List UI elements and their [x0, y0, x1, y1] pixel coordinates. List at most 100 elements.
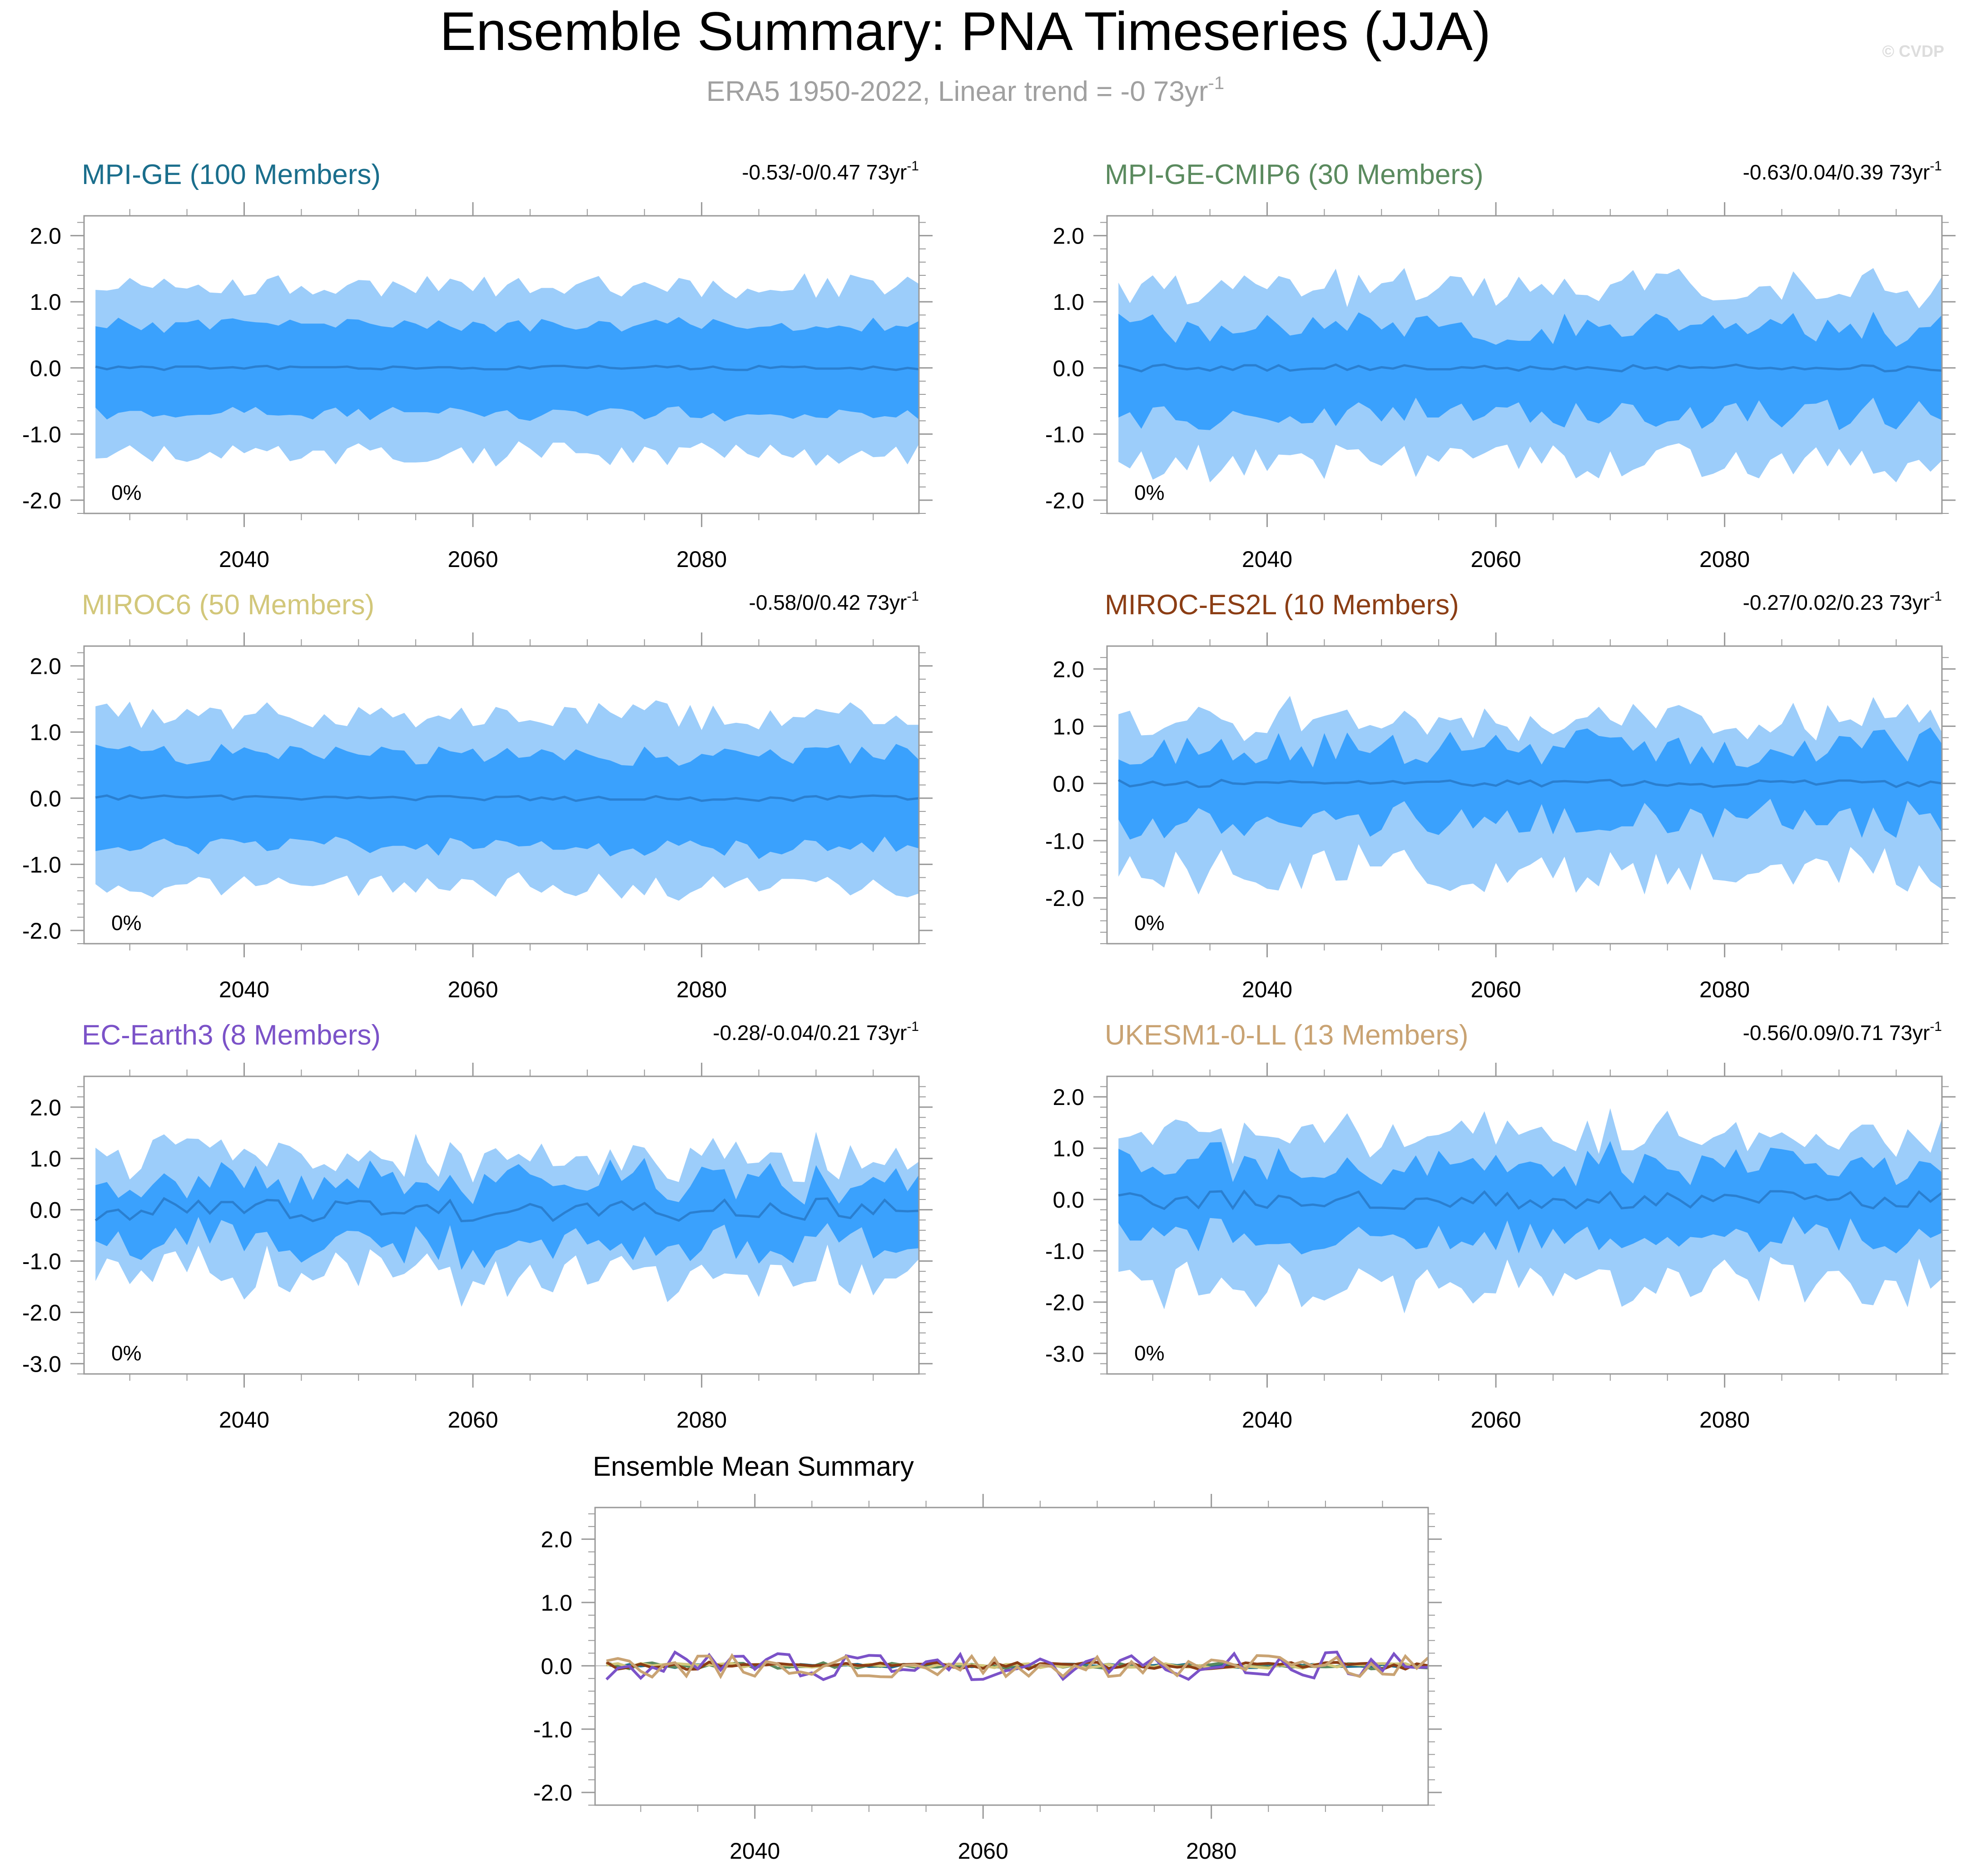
panel-mpi-ge: MPI-GE (100 Members) -0.53/-0/0.47 73yr-1…	[22, 159, 933, 572]
plot-content	[1118, 268, 1942, 483]
figure-subtitle-main: ERA5 1950-2022, Linear trend = -0 73yr	[706, 76, 1208, 107]
y-tick-label: -2.0	[1045, 886, 1084, 911]
x-tick-label: 2080	[1699, 1407, 1750, 1433]
y-tick-label: 2.0	[1053, 1085, 1084, 1110]
plot-frame	[83, 645, 920, 945]
y-tick-label: -1.0	[1045, 1239, 1084, 1264]
figure-title: Ensemble Summary: PNA Timeseries (JJA)	[440, 1, 1491, 62]
y-tick-label: 2.0	[30, 1095, 61, 1120]
x-tick-label: 2080	[676, 977, 727, 1002]
trend-label-sup: -1	[1930, 159, 1942, 174]
median-line	[95, 794, 919, 802]
x-tick-label: 2060	[447, 1407, 498, 1433]
trend-label-sup: -1	[907, 159, 919, 174]
panel-ensemble-mean: Ensemble Mean Summary -2.0 -1.0 0.0 1.0 2.0 20…	[533, 1451, 1442, 1864]
x-tick-label: 2080	[676, 1407, 727, 1433]
inner-percentile-band	[1118, 1141, 1942, 1254]
x-tick-label: 2060	[1470, 977, 1521, 1002]
plot-frame	[1106, 645, 1943, 945]
x-tick-label: 2040	[1242, 1407, 1292, 1433]
x-tick-label: 2060	[1470, 1407, 1521, 1433]
trend-label: -0.28/-0.04/0.21 73yr-1	[713, 1019, 919, 1045]
panels: MPI-GE (100 Members) -0.53/-0/0.47 73yr-1…	[22, 159, 1956, 1864]
plot-frame	[1106, 1075, 1943, 1375]
x-tick-label: 2060	[447, 547, 498, 572]
plot-content	[595, 1650, 1428, 1682]
y-tick-label: -1.0	[1045, 828, 1084, 854]
x-tick-label: 2080	[676, 547, 727, 572]
y-tick-label: -2.0	[1045, 488, 1084, 513]
median-line	[95, 364, 919, 371]
y-tick-label: 1.0	[1053, 289, 1084, 315]
panel-ukesm1-0-ll: UKESM1-0-LL (13 Members) -0.56/0.09/0.71 …	[1045, 1019, 1956, 1433]
median-line	[1118, 1189, 1942, 1210]
plot-content	[1118, 1108, 1942, 1314]
y-tick-label: -1.0	[1045, 422, 1084, 447]
y-tick-label: 1.0	[30, 1146, 61, 1172]
y-tick-label: 1.0	[30, 720, 61, 745]
plot-content	[95, 273, 919, 467]
plot-content	[1117, 696, 1942, 895]
y-tick-label: -1.0	[22, 852, 61, 877]
x-tick-label: 2060	[1470, 547, 1521, 572]
panel-ec-earth3: EC-Earth3 (8 Members) -0.28/-0.04/0.21 73…	[22, 1019, 933, 1433]
trend-label-main: -0.63/0.04/0.39 73yr	[1743, 160, 1930, 184]
trend-label-main: -0.27/0.02/0.23 73yr	[1743, 591, 1930, 614]
trend-label-sup: -1	[1930, 589, 1942, 604]
series-line-ec-earth3	[605, 1650, 1428, 1682]
y-tick-label: 1.0	[541, 1590, 572, 1616]
y-tick-label: 1.0	[30, 289, 61, 315]
panel-title: EC-Earth3 (8 Members)	[82, 1020, 381, 1051]
x-tick-label: 2040	[1242, 547, 1292, 572]
panel-title: MIROC-ES2L (10 Members)	[1105, 589, 1459, 621]
y-tick-label: 2.0	[1053, 224, 1084, 249]
trend-label-main: -0.53/-0/0.47 73yr	[742, 160, 907, 184]
trend-label-sup: -1	[907, 589, 919, 604]
y-tick-label: -3.0	[22, 1351, 61, 1377]
panel-miroc-es2l: MIROC-ES2L (10 Members) -0.27/0.02/0.23 7…	[1045, 589, 1956, 1002]
x-tick-label: 2080	[1699, 547, 1750, 572]
median-line	[94, 1197, 919, 1223]
median-line	[1117, 779, 1942, 788]
percent-label: 0%	[111, 911, 141, 935]
trend-label-main: -0.58/0/0.42 73yr	[749, 591, 907, 614]
y-tick-label: -1.0	[22, 1249, 61, 1274]
panel-title: MPI-GE-CMIP6 (30 Members)	[1105, 159, 1484, 190]
panel-title: MIROC6 (50 Members)	[82, 589, 374, 621]
percent-label: 0%	[111, 481, 141, 504]
trend-label: -0.56/0.09/0.71 73yr-1	[1743, 1019, 1942, 1045]
inner-percentile-band	[95, 1158, 919, 1270]
y-tick-label: 0.0	[1053, 771, 1084, 796]
x-tick-label: 2060	[447, 977, 498, 1002]
y-tick-label: -2.0	[533, 1780, 572, 1806]
y-tick-label: 1.0	[1053, 714, 1084, 739]
y-tick-label: -2.0	[1045, 1290, 1084, 1315]
x-tick-label: 2040	[730, 1838, 780, 1864]
trend-label: -0.27/0.02/0.23 73yr-1	[1743, 589, 1942, 614]
x-tick-label: 2080	[1699, 977, 1750, 1002]
y-tick-label: 0.0	[30, 786, 61, 811]
y-tick-label: 0.0	[30, 356, 61, 381]
plot-frame	[1106, 215, 1943, 514]
y-tick-label: 0.0	[541, 1653, 572, 1679]
trend-label-main: -0.56/0.09/0.71 73yr	[1743, 1021, 1930, 1045]
y-tick-label: 2.0	[541, 1527, 572, 1553]
figure-subtitle: ERA5 1950-2022, Linear trend = -0 73yr-1	[706, 73, 1224, 107]
x-tick-label: 2040	[219, 547, 269, 572]
y-tick-label: 2.0	[30, 654, 61, 679]
inner-percentile-band	[95, 744, 919, 859]
trend-label-main: -0.28/-0.04/0.21 73yr	[713, 1021, 907, 1045]
median-line	[1118, 363, 1942, 373]
x-tick-label: 2040	[1242, 977, 1292, 1002]
y-tick-label: 2.0	[30, 224, 61, 249]
series-line-miroc-es2l	[606, 1660, 1428, 1671]
panel-title: Ensemble Mean Summary	[593, 1451, 914, 1482]
y-tick-label: -2.0	[22, 1300, 61, 1325]
x-tick-label: 2040	[219, 1407, 269, 1433]
percent-label: 0%	[1134, 1341, 1164, 1365]
plot-content	[95, 700, 919, 901]
panel-mpi-ge-cmip6: MPI-GE-CMIP6 (30 Members) -0.63/0.04/0.39…	[1045, 159, 1956, 572]
y-tick-label: 0.0	[1053, 1187, 1084, 1213]
y-tick-label: -1.0	[22, 422, 61, 447]
plot-frame	[594, 1507, 1429, 1806]
